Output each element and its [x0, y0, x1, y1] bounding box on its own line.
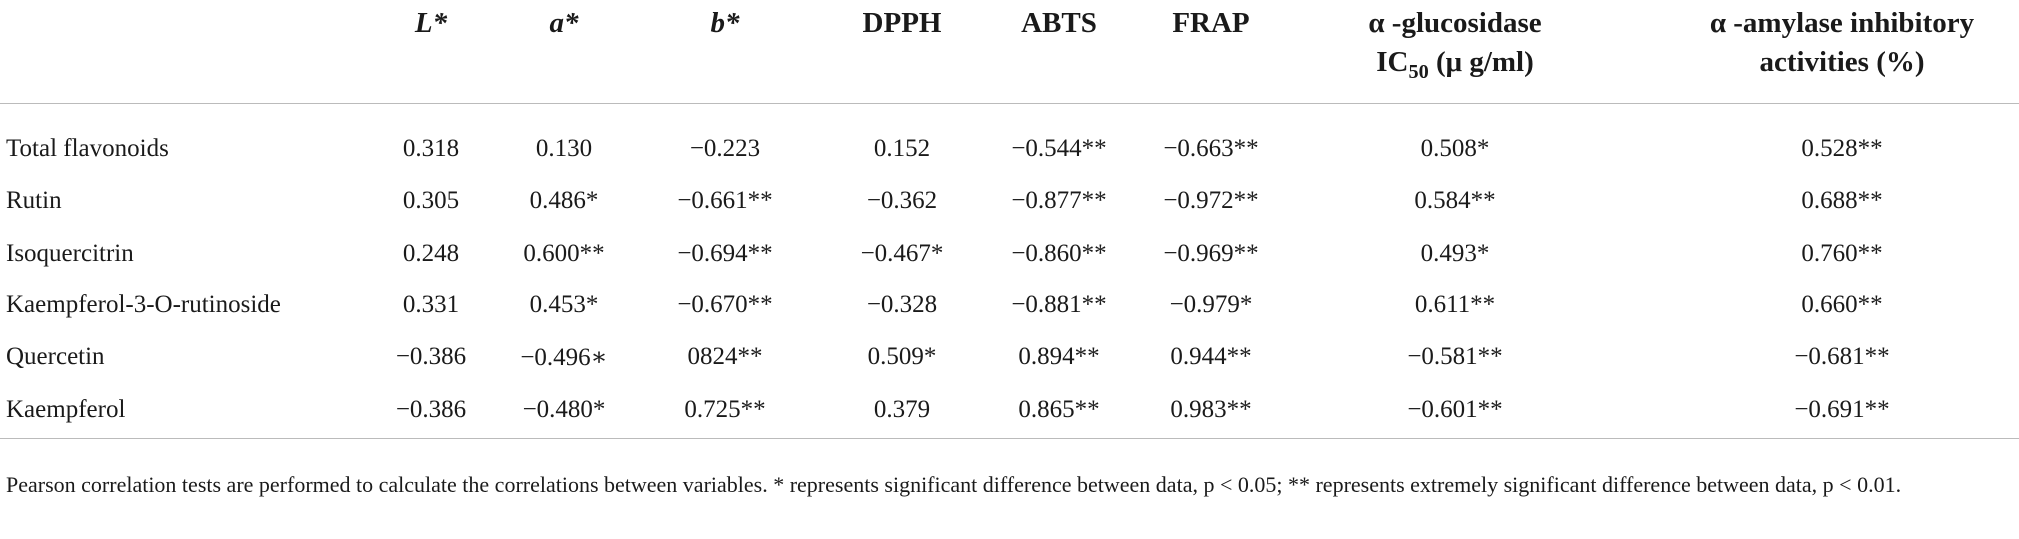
cell-value: 0.130 — [535, 135, 593, 162]
cell-value: −0.972** — [1163, 187, 1259, 214]
cell-value: −0.328 — [866, 291, 938, 318]
cell-value: −0.694** — [677, 240, 773, 267]
cell-value: 0.379 — [873, 396, 931, 423]
cell-value: −0.386 — [395, 396, 467, 423]
cell-value: −0.467* — [860, 240, 944, 267]
cell-value: 0.528** — [1801, 135, 1883, 162]
cell-value: 0.509* — [867, 343, 937, 370]
cell-value: 0.305 — [402, 187, 460, 214]
cell-value: 0.944** — [1170, 343, 1252, 370]
cell-value: 0.600** — [523, 240, 605, 267]
row-label: Isoquercitrin — [6, 240, 134, 267]
header-line: α -glucosidase — [1368, 7, 1542, 39]
cell-value: −0.496∗ — [520, 344, 608, 371]
row-label: Total flavonoids — [6, 135, 169, 162]
header-line: activities (%) — [1759, 46, 1925, 78]
cell-value: 0.584** — [1414, 187, 1496, 214]
rule — [0, 438, 2019, 439]
row-label: Kaempferol-3-O-rutinoside — [6, 291, 281, 318]
cell-value: 0.508* — [1420, 135, 1490, 162]
cell-value: −0.691** — [1794, 396, 1890, 423]
column-header: α -glucosidase IC50 (μ g/ml) — [1368, 4, 1541, 92]
cell-value: 0.248 — [402, 240, 460, 267]
cell-value: −0.223 — [689, 135, 761, 162]
cell-value: 0.486* — [529, 187, 599, 214]
row-label: Quercetin — [6, 343, 105, 370]
footnote: Pearson correlation tests are performed … — [6, 472, 1902, 497]
header-text: IC — [1376, 46, 1409, 78]
cell-value: 0.760** — [1801, 240, 1883, 267]
cell-value: −0.969** — [1163, 240, 1259, 267]
column-header: b* — [710, 7, 740, 39]
cell-value: −0.362 — [866, 187, 938, 214]
cell-value: 0824** — [687, 343, 763, 370]
cell-value: 0.983** — [1170, 396, 1252, 423]
cell-value: 0.318 — [402, 135, 460, 162]
column-header: FRAP — [1172, 7, 1250, 39]
cell-value: 0.894** — [1018, 343, 1100, 370]
cell-value: −0.581** — [1407, 343, 1503, 370]
cell-value: −0.544** — [1011, 135, 1107, 162]
cell-value: −0.979* — [1169, 291, 1253, 318]
cell-value: −0.661** — [677, 187, 773, 214]
cell-value: −0.480* — [522, 396, 606, 423]
cell-value: 0.453* — [529, 291, 599, 318]
row-label: Rutin — [6, 187, 62, 214]
cell-value: 0.152 — [873, 135, 931, 162]
column-header: DPPH — [862, 7, 942, 39]
cell-value: 0.331 — [402, 291, 460, 318]
column-header: L* — [414, 7, 448, 39]
column-header: a* — [549, 7, 579, 39]
header-text: (μ g/ml) — [1435, 46, 1534, 78]
cell-value: −0.881** — [1011, 291, 1107, 318]
cell-value: 0.688** — [1801, 187, 1883, 214]
cell-value: −0.670** — [677, 291, 773, 318]
cell-value: −0.877** — [1011, 187, 1107, 214]
column-header: α -amylase inhibitory activities (%) — [1710, 4, 1974, 82]
row-label: Kaempferol — [6, 396, 126, 423]
cell-value: 0.725** — [684, 396, 766, 423]
cell-value: −0.601** — [1407, 396, 1503, 423]
cell-value: 0.660** — [1801, 291, 1883, 318]
cell-value: −0.681** — [1794, 343, 1890, 370]
column-header: ABTS — [1021, 7, 1097, 39]
rule — [0, 103, 2019, 104]
cell-value: −0.860** — [1011, 240, 1107, 267]
cell-value: 0.611** — [1414, 291, 1496, 318]
cell-value: 0.493* — [1420, 240, 1490, 267]
cell-value: −0.386 — [395, 343, 467, 370]
header-line: IC50 (μ g/ml) — [1368, 43, 1541, 92]
cell-value: 0.865** — [1018, 396, 1100, 423]
header-line: α -amylase inhibitory — [1709, 7, 1975, 39]
header-subscript: 50 — [1408, 60, 1429, 83]
cell-value: −0.663** — [1163, 135, 1259, 162]
